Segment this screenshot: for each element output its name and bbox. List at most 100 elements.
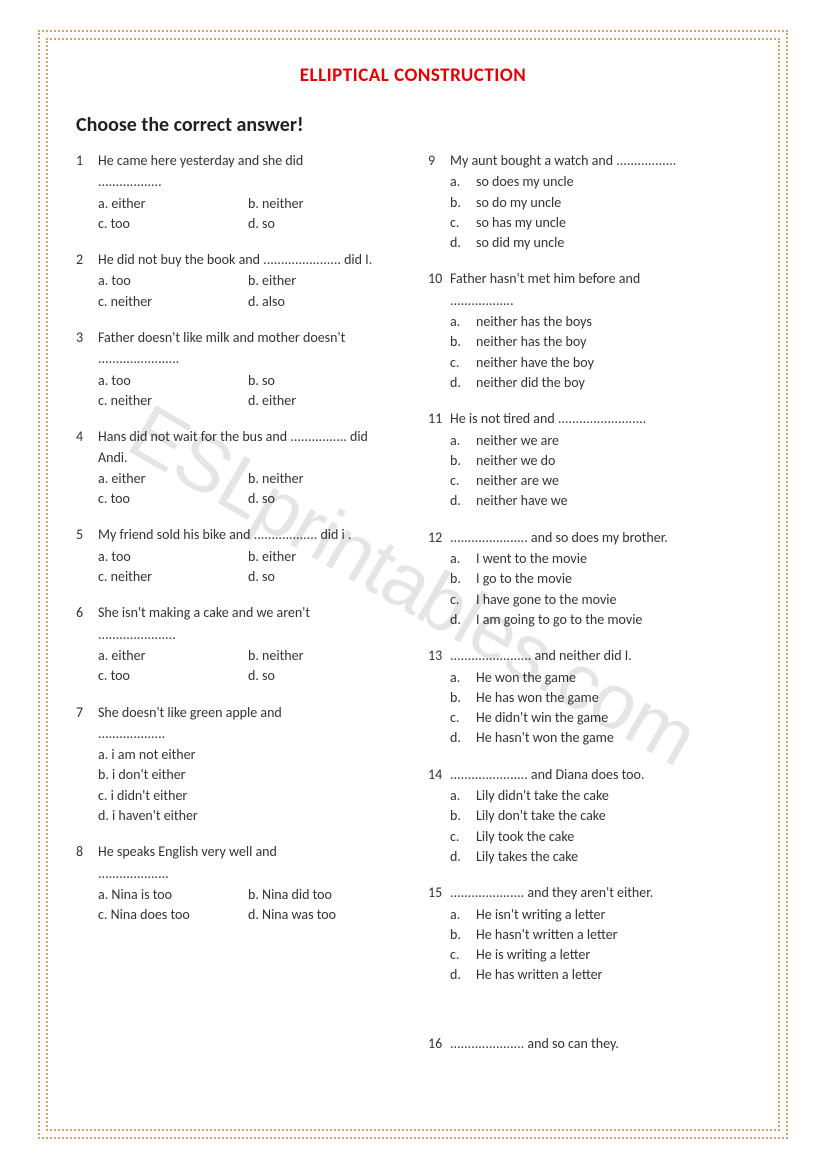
option[interactable]: b. neither: [248, 194, 398, 214]
option[interactable]: b.He hasn't written a letter: [450, 925, 750, 945]
option[interactable]: d. i haven't either: [98, 806, 398, 826]
option[interactable]: b. either: [248, 271, 398, 291]
question-stem: My aunt bought a watch and .............…: [450, 151, 750, 171]
option[interactable]: c. neither: [98, 292, 248, 312]
option[interactable]: b.neither we do: [450, 451, 750, 471]
option[interactable]: d. either: [248, 391, 398, 411]
option[interactable]: a.neither has the boys: [450, 312, 750, 332]
option[interactable]: d. also: [248, 292, 398, 312]
option[interactable]: d. so: [248, 489, 398, 509]
option[interactable]: b. either: [248, 547, 398, 567]
option-letter: b.: [450, 925, 476, 945]
option[interactable]: a.Lily didn't take the cake: [450, 786, 750, 806]
option-letter: b.: [450, 688, 476, 708]
question: 2He did not buy the book and ...........…: [76, 250, 398, 312]
option[interactable]: d. Nina was too: [248, 905, 398, 925]
question-number: 4: [76, 427, 98, 509]
question: 15..................... and they aren't …: [428, 883, 750, 985]
question-number: 12: [428, 528, 450, 630]
option[interactable]: d.Lily takes the cake: [450, 847, 750, 867]
option-text: He isn't writing a letter: [476, 905, 605, 925]
option[interactable]: a.so does my uncle: [450, 172, 750, 192]
option[interactable]: c.neither have the boy: [450, 353, 750, 373]
option[interactable]: d. so: [248, 666, 398, 686]
option[interactable]: a. either: [98, 469, 248, 489]
option[interactable]: a. either: [98, 194, 248, 214]
option[interactable]: b. i don't either: [98, 765, 398, 785]
question-number: 8: [76, 842, 98, 925]
question: 10Father hasn't met him before and......…: [428, 269, 750, 393]
question-stem: He came here yesterday and she did: [98, 151, 398, 171]
question-stem: She doesn't like green apple and: [98, 703, 398, 723]
option[interactable]: c.He is writing a letter: [450, 945, 750, 965]
options-stack: a.I went to the movieb.I go to the movie…: [450, 549, 750, 630]
option[interactable]: a. too: [98, 271, 248, 291]
option[interactable]: b.so do my uncle: [450, 193, 750, 213]
question-stem: ..................... and so can they.: [450, 1034, 750, 1054]
option[interactable]: d.He hasn't won the game: [450, 728, 750, 748]
option-text: neither has the boys: [476, 312, 592, 332]
option[interactable]: c. Nina does too: [98, 905, 248, 925]
option[interactable]: c.so has my uncle: [450, 213, 750, 233]
option[interactable]: d. so: [248, 567, 398, 587]
option[interactable]: d.neither did the boy: [450, 373, 750, 393]
option-letter: a.: [450, 905, 476, 925]
option-text: He is writing a letter: [476, 945, 590, 965]
question-blank: ..................: [450, 291, 750, 311]
option[interactable]: b. Nina did too: [248, 885, 398, 905]
question-number: 13: [428, 646, 450, 748]
question-body: She isn't making a cake and we aren't...…: [98, 603, 398, 686]
option[interactable]: c. too: [98, 666, 248, 686]
option[interactable]: a.He isn't writing a letter: [450, 905, 750, 925]
option[interactable]: a. either: [98, 646, 248, 666]
option-text: Lily took the cake: [476, 827, 574, 847]
option[interactable]: c.I have gone to the movie: [450, 590, 750, 610]
option-text: Lily takes the cake: [476, 847, 578, 867]
option[interactable]: c. neither: [98, 391, 248, 411]
option[interactable]: b. neither: [248, 469, 398, 489]
option[interactable]: a.He won the game: [450, 668, 750, 688]
option[interactable]: d. so: [248, 214, 398, 234]
option[interactable]: b.He has won the game: [450, 688, 750, 708]
question-stem: ...................... and so does my br…: [450, 528, 750, 548]
option[interactable]: a.neither we are: [450, 431, 750, 451]
option[interactable]: c. too: [98, 489, 248, 509]
option[interactable]: a. Nina is too: [98, 885, 248, 905]
option[interactable]: b.I go to the movie: [450, 569, 750, 589]
option-text: neither are we: [476, 471, 559, 491]
option[interactable]: d.I am going to go to the movie: [450, 610, 750, 630]
question-body: He is not tired and ....................…: [450, 409, 750, 511]
option[interactable]: c.neither are we: [450, 471, 750, 491]
option-text: I go to the movie: [476, 569, 572, 589]
question-stem: Father hasn't met him before and: [450, 269, 750, 289]
question-stem: ....................... and neither did …: [450, 646, 750, 666]
option-letter: b.: [450, 569, 476, 589]
question: 4Hans did not wait for the bus and .....…: [76, 427, 398, 509]
option[interactable]: d.neither have we: [450, 491, 750, 511]
option-text: neither we are: [476, 431, 559, 451]
option[interactable]: a. too: [98, 547, 248, 567]
option[interactable]: c. i didn't either: [98, 786, 398, 806]
option[interactable]: c. too: [98, 214, 248, 234]
option-letter: c.: [450, 945, 476, 965]
question-body: ....................... and neither did …: [450, 646, 750, 748]
question-number: 2: [76, 250, 98, 312]
option-text: He has written a letter: [476, 965, 602, 985]
option[interactable]: a. too: [98, 371, 248, 391]
decorative-border-inner: ESLprintables.com ELLIPTICAL CONSTRUCTIO…: [46, 38, 780, 1131]
option[interactable]: b.Lily don't take the cake: [450, 806, 750, 826]
option[interactable]: c. neither: [98, 567, 248, 587]
option-text: He didn't win the game: [476, 708, 608, 728]
options-stack: a.so does my uncleb.so do my unclec.so h…: [450, 172, 750, 253]
question-body: Father hasn't met him before and........…: [450, 269, 750, 393]
option[interactable]: b. so: [248, 371, 398, 391]
question-stem: My friend sold his bike and ............…: [98, 525, 398, 545]
option[interactable]: b. neither: [248, 646, 398, 666]
option[interactable]: c.Lily took the cake: [450, 827, 750, 847]
option[interactable]: c.He didn't win the game: [450, 708, 750, 728]
option[interactable]: a.I went to the movie: [450, 549, 750, 569]
option[interactable]: d.He has written a letter: [450, 965, 750, 985]
option[interactable]: a. i am not either: [98, 745, 398, 765]
option[interactable]: d.so did my uncle: [450, 233, 750, 253]
option[interactable]: b.neither has the boy: [450, 332, 750, 352]
